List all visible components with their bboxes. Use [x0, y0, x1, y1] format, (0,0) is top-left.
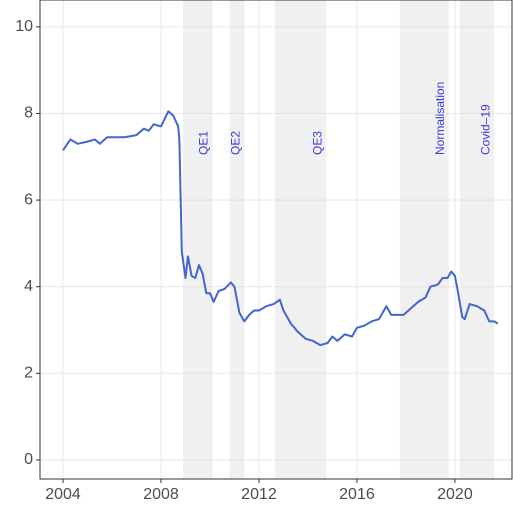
y-tick-label: 4: [24, 278, 33, 295]
x-tick-label: 2012: [241, 486, 277, 503]
region-label: QE3: [311, 131, 325, 155]
line: [62, 110, 499, 347]
y-tick-label: 0: [24, 451, 33, 468]
x-tick-label: 2020: [437, 486, 473, 503]
region-label: Normalisation: [433, 82, 447, 155]
shaded-region: [183, 0, 213, 479]
shaded-region: [459, 0, 495, 479]
x-tick-label: 2008: [143, 486, 179, 503]
y-tick-label: 6: [24, 191, 33, 208]
panel: [40, 0, 512, 479]
y-tick-label: 10: [15, 18, 33, 35]
x-tick-label: 2016: [339, 486, 375, 503]
region-label: Covid–19: [478, 104, 492, 155]
region-label: QE2: [228, 131, 242, 155]
shaded-region: [229, 0, 245, 479]
shaded-region: [274, 0, 327, 479]
panel-border: [39, 0, 513, 480]
x-tick-label: 2004: [45, 486, 81, 503]
y-tick-label: 8: [24, 105, 33, 122]
region-label: QE1: [197, 131, 211, 155]
y-tick-label: 2: [24, 365, 33, 382]
shaded-region: [399, 0, 449, 479]
